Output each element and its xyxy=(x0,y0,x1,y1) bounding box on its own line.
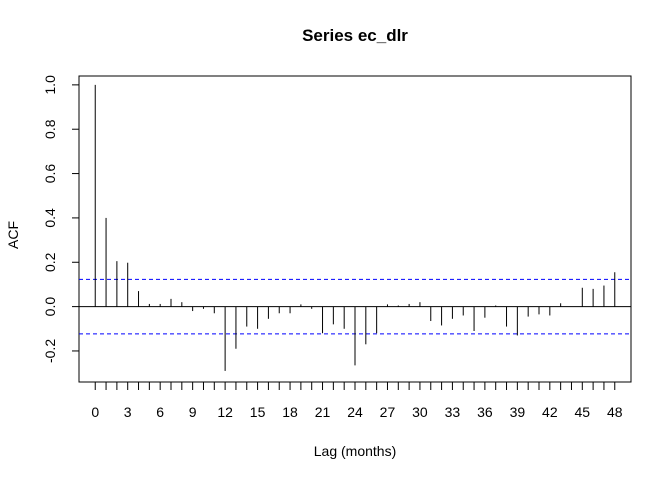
chart-title: Series ec_dlr xyxy=(302,26,408,45)
x-tick-label: 42 xyxy=(542,404,558,420)
y-tick-label: -0.2 xyxy=(42,339,58,363)
y-tick-label: 0.2 xyxy=(42,252,58,272)
x-tick-label: 48 xyxy=(607,404,623,420)
x-tick-label: 3 xyxy=(124,404,132,420)
y-tick-label: 0.8 xyxy=(42,119,58,139)
x-tick-label: 30 xyxy=(412,404,428,420)
x-tick-label: 12 xyxy=(217,404,233,420)
x-tick-label: 6 xyxy=(156,404,164,420)
x-tick-label: 33 xyxy=(445,404,461,420)
x-tick-label: 24 xyxy=(347,404,363,420)
y-axis-title: ACF xyxy=(5,221,21,249)
x-tick-label: 21 xyxy=(315,404,331,420)
x-tick-label: 45 xyxy=(575,404,591,420)
x-axis-title: Lag (months) xyxy=(314,443,396,459)
x-tick-label: 18 xyxy=(282,404,298,420)
x-tick-label: 15 xyxy=(250,404,266,420)
x-tick-label: 9 xyxy=(189,404,197,420)
y-tick-label: 0.4 xyxy=(42,208,58,228)
x-tick-label: 39 xyxy=(510,404,526,420)
y-tick-label: 0.0 xyxy=(42,297,58,317)
y-tick-label: 0.6 xyxy=(42,164,58,184)
x-tick-label: 27 xyxy=(380,404,396,420)
x-tick-label: 36 xyxy=(477,404,493,420)
x-tick-label: 0 xyxy=(91,404,99,420)
y-tick-label: 1.0 xyxy=(42,75,58,95)
